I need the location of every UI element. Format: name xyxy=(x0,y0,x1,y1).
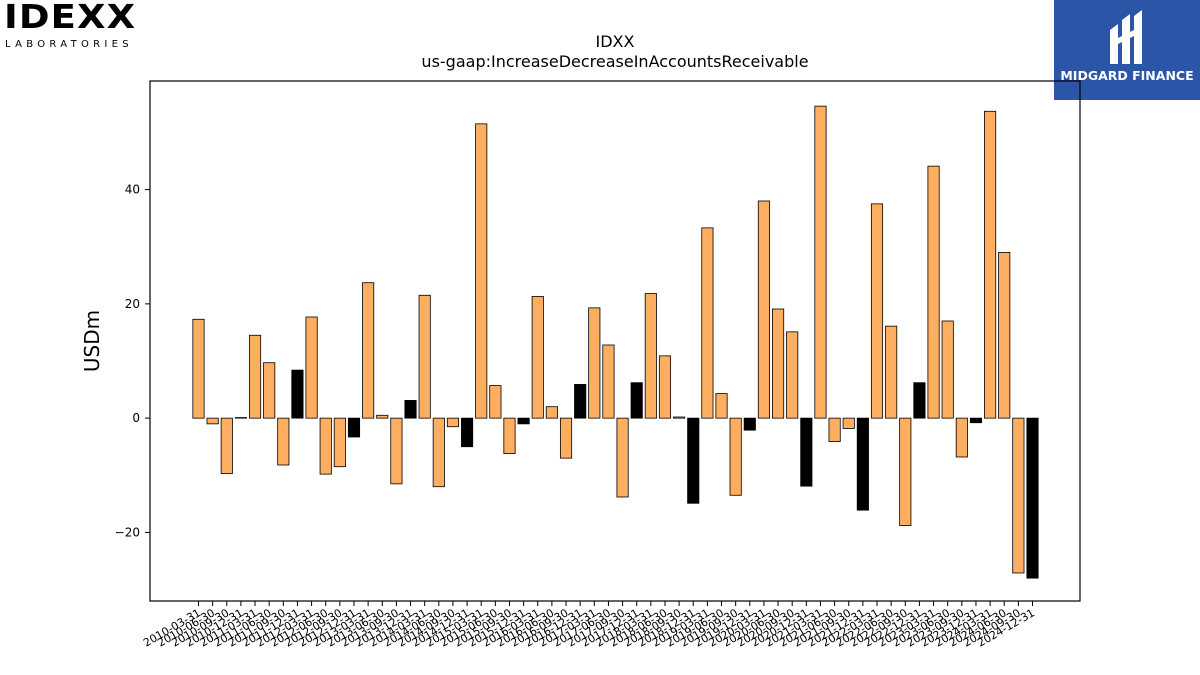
bar-2021-09-30 xyxy=(842,417,855,429)
bar-2017-03-31 xyxy=(588,307,601,419)
bar-2024-06-30 xyxy=(998,252,1011,419)
bar-2017-06-30 xyxy=(602,344,615,419)
bar-2010-06-30 xyxy=(206,417,219,425)
bar-2018-03-31 xyxy=(644,293,657,419)
bar-2018-06-30 xyxy=(658,355,672,419)
bar-2023-03-31 xyxy=(927,165,940,419)
bar-2020-12-31 xyxy=(800,417,813,487)
bar-2022-09-30 xyxy=(899,417,912,526)
bar-2015-12-31 xyxy=(517,417,530,425)
bar-2015-03-31 xyxy=(475,123,488,419)
bar-2014-03-31 xyxy=(418,294,431,419)
bar-2024-03-31 xyxy=(984,110,997,419)
bar-2023-06-30 xyxy=(941,320,954,419)
bar-2011-09-30 xyxy=(277,417,290,466)
bar-2014-09-30 xyxy=(446,417,460,428)
bar-2023-12-31 xyxy=(969,417,983,424)
bar-2016-03-31 xyxy=(531,296,544,419)
chart-subtitle: us-gaap:IncreaseDecreaseInAccountsReceiv… xyxy=(421,52,809,71)
y-tick-label: −20 xyxy=(115,525,140,539)
bar-2022-06-30 xyxy=(885,325,898,419)
bar-2021-03-31 xyxy=(814,105,827,419)
bar-2011-06-30 xyxy=(263,362,276,419)
bar-2021-06-30 xyxy=(828,417,841,442)
bar-2015-06-30 xyxy=(489,385,502,419)
bar-2018-09-30 xyxy=(673,416,686,419)
bar-2016-12-31 xyxy=(574,384,587,419)
bar-2019-06-30 xyxy=(715,393,728,419)
bar-2012-03-31 xyxy=(305,316,318,419)
bar-2013-09-30 xyxy=(390,417,403,485)
bar-2014-12-31 xyxy=(461,417,474,448)
bar-2016-06-30 xyxy=(545,406,558,419)
bar-2018-12-31 xyxy=(687,417,700,504)
bar-2023-09-30 xyxy=(955,417,968,458)
bar-2022-03-31 xyxy=(870,203,884,419)
bar-2013-06-30 xyxy=(376,414,389,419)
bar-2024-12-31 xyxy=(1026,417,1039,579)
bar-2012-12-31 xyxy=(347,417,361,438)
bar-2013-03-31 xyxy=(362,282,375,419)
midgard-logo-name: MIDGARD FINANCE xyxy=(1060,68,1194,83)
bar-2021-12-31 xyxy=(856,417,869,511)
bar-2020-09-30 xyxy=(786,331,799,419)
bar-2014-06-30 xyxy=(432,417,445,488)
bar-2010-03-31 xyxy=(192,318,205,419)
bar-2010-12-31 xyxy=(234,417,247,419)
bar-2019-12-31 xyxy=(743,417,756,431)
y-tick-label: 0 xyxy=(132,411,140,425)
bar-2019-03-31 xyxy=(701,227,714,419)
bar-2024-09-30 xyxy=(1012,417,1025,574)
plot-frame xyxy=(149,80,1081,602)
chart-title: IDXX xyxy=(595,32,635,51)
bar-2020-03-31 xyxy=(757,200,770,419)
midgard-logo-icon xyxy=(1110,10,1142,64)
bar-2015-09-30 xyxy=(503,417,516,454)
y-tick-label: 20 xyxy=(125,297,140,311)
idexx-logo-subtitle: LABORATORIES xyxy=(5,39,133,50)
idexx-logo: IDEXX LABORATORIES xyxy=(4,0,154,50)
bar-2013-12-31 xyxy=(404,400,417,419)
y-axis-label: USDm xyxy=(80,310,104,372)
bar-2020-06-30 xyxy=(772,308,785,419)
bar-2019-09-30 xyxy=(729,417,742,496)
bar-2022-12-31 xyxy=(913,382,926,419)
bar-2010-09-30 xyxy=(220,417,233,474)
bar-2012-06-30 xyxy=(319,417,332,475)
y-tick-label: 40 xyxy=(125,183,140,197)
bar-2011-03-31 xyxy=(248,334,262,419)
midgard-finance-logo: MIDGARD FINANCE xyxy=(1054,0,1200,100)
bar-2012-09-30 xyxy=(333,417,346,468)
idexx-logo-brand: IDEXX xyxy=(4,0,137,36)
bar-2016-09-30 xyxy=(559,417,573,459)
bar-2011-12-31 xyxy=(291,369,304,419)
bar-2017-12-31 xyxy=(630,382,643,419)
bar-2017-09-30 xyxy=(616,417,629,498)
